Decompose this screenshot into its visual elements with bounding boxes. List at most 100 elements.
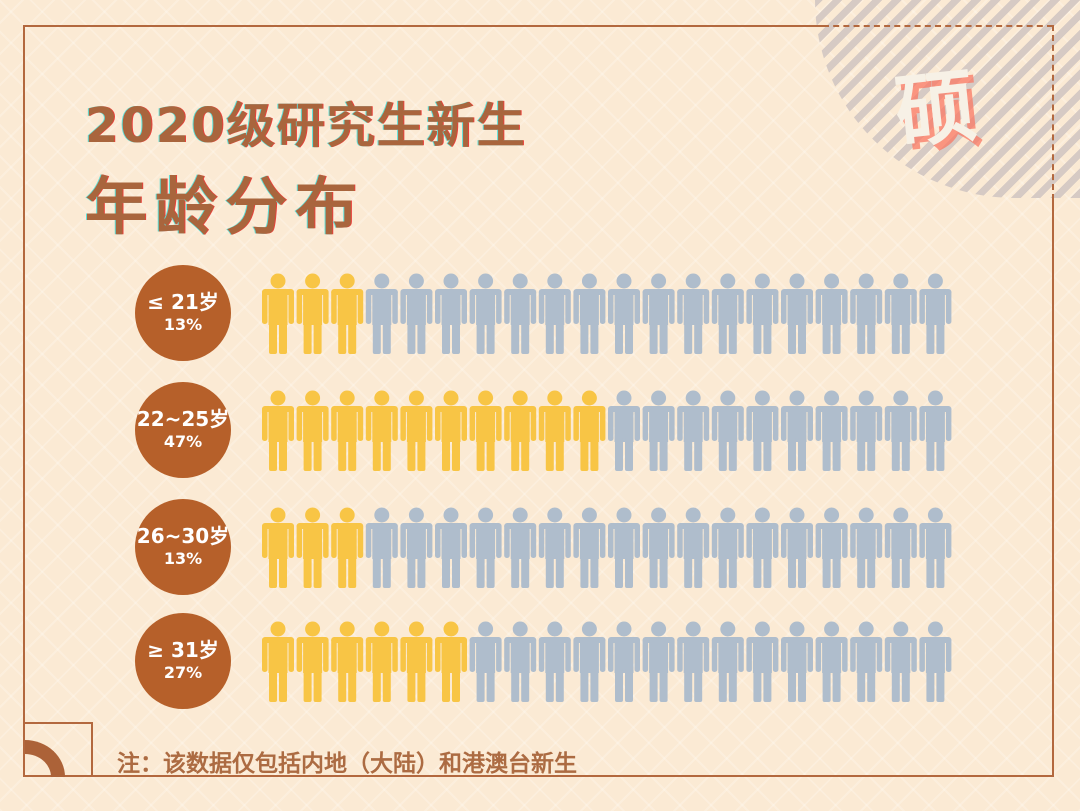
person-icon-empty: [608, 507, 640, 588]
person-icon-empty: [781, 273, 813, 354]
person-icon-empty: [538, 507, 571, 588]
person-icon-empty: [711, 390, 744, 471]
person-icon-filled: [331, 621, 364, 702]
person-icon-empty: [365, 507, 398, 588]
title-line-2: 年龄分布: [85, 170, 366, 243]
footnote: 注：该数据仅包括内地（大陆）和港澳台新生: [117, 750, 577, 777]
person-icon-empty: [469, 507, 502, 588]
person-icon-empty: [884, 507, 917, 588]
person-icon-empty: [504, 507, 537, 588]
person-icon-empty: [746, 507, 779, 588]
percent-label: 13%: [163, 549, 203, 568]
person-icon-filled: [296, 273, 329, 354]
person-icon-filled: [400, 390, 433, 471]
person-icon-empty: [504, 621, 537, 702]
person-icon-empty: [850, 273, 883, 354]
person-icon-empty: [538, 273, 571, 354]
category-label-1: 22~25岁 47%: [135, 382, 231, 478]
person-icon-empty: [746, 273, 779, 354]
person-icon-empty: [504, 273, 537, 354]
person-icon-empty: [608, 390, 640, 471]
person-icon-filled: [296, 507, 329, 588]
person-icon-filled: [331, 390, 364, 471]
person-icon-filled: [435, 621, 467, 702]
person-icon-filled: [262, 507, 294, 588]
person-icon-empty: [435, 273, 467, 354]
person-icon-empty: [400, 273, 433, 354]
frame-right-dashed-border: [1052, 25, 1054, 200]
person-icon-empty: [608, 273, 640, 354]
age-label: 26~30岁: [136, 524, 230, 548]
person-icon-filled: [538, 390, 571, 471]
arc-decoration: [25, 740, 65, 777]
person-icon-empty: [815, 273, 848, 354]
age-label: ≥ 31岁: [147, 638, 219, 662]
title-line-1: 2020级研究生新生: [85, 98, 527, 154]
frame-right-border: [1052, 200, 1054, 777]
person-icon-empty: [642, 507, 675, 588]
person-icon-empty: [400, 507, 433, 588]
person-icon-empty: [573, 621, 606, 702]
person-icon-empty: [711, 621, 744, 702]
person-icon-filled: [262, 621, 294, 702]
person-icon-empty: [781, 390, 813, 471]
person-icon-empty: [919, 273, 952, 354]
frame-top-dashed-border: [823, 25, 1053, 27]
person-icon-filled: [262, 390, 294, 471]
age-label: ≤ 21岁: [147, 290, 219, 314]
age-label: 22~25岁: [136, 407, 230, 431]
person-icon-filled: [469, 390, 502, 471]
person-icon-filled: [504, 390, 537, 471]
person-icon-empty: [677, 621, 710, 702]
person-icon-empty: [711, 507, 744, 588]
person-icon-filled: [365, 390, 398, 471]
category-label-3: ≥ 31岁 27%: [135, 613, 231, 709]
category-label-2: 26~30岁 13%: [135, 499, 231, 595]
person-icon-empty: [919, 507, 952, 588]
person-icon-empty: [573, 273, 606, 354]
person-icon-empty: [573, 507, 606, 588]
person-icon-empty: [850, 621, 883, 702]
corner-decoration: [23, 722, 93, 777]
person-icon-filled: [573, 390, 606, 471]
percent-label: 47%: [163, 432, 203, 451]
person-icon-empty: [469, 621, 502, 702]
person-icon-empty: [746, 390, 779, 471]
person-icon-filled: [296, 390, 329, 471]
person-icon-empty: [538, 621, 571, 702]
person-icon-empty: [781, 507, 813, 588]
person-icon-empty: [850, 390, 883, 471]
frame-top-border: [23, 25, 823, 27]
person-icon-empty: [677, 507, 710, 588]
percent-label: 27%: [163, 663, 203, 682]
person-icon-filled: [331, 273, 364, 354]
person-icon-empty: [815, 390, 848, 471]
person-icon-empty: [781, 621, 813, 702]
person-icon-filled: [296, 621, 329, 702]
person-icon-empty: [469, 273, 502, 354]
person-icon-empty: [919, 390, 952, 471]
person-icon-empty: [850, 507, 883, 588]
person-icon-empty: [642, 390, 675, 471]
person-icon-empty: [711, 273, 744, 354]
person-icon-empty: [884, 390, 917, 471]
person-icon-empty: [815, 621, 848, 702]
person-icon-empty: [608, 621, 640, 702]
person-icon-empty: [884, 273, 917, 354]
person-icon-filled: [331, 507, 364, 588]
person-icon-empty: [677, 273, 710, 354]
person-icon-empty: [746, 621, 779, 702]
person-icon-empty: [919, 621, 952, 702]
person-icon-empty: [642, 621, 675, 702]
person-icon-empty: [642, 273, 675, 354]
person-icon-filled: [365, 621, 398, 702]
person-icon-empty: [815, 507, 848, 588]
person-icon-empty: [435, 507, 467, 588]
category-label-0: ≤ 21岁 13%: [135, 265, 231, 361]
person-icon-empty: [884, 621, 917, 702]
person-icon-filled: [262, 273, 294, 354]
percent-label: 13%: [163, 315, 203, 334]
person-icon-empty: [677, 390, 710, 471]
person-icon-filled: [400, 621, 433, 702]
